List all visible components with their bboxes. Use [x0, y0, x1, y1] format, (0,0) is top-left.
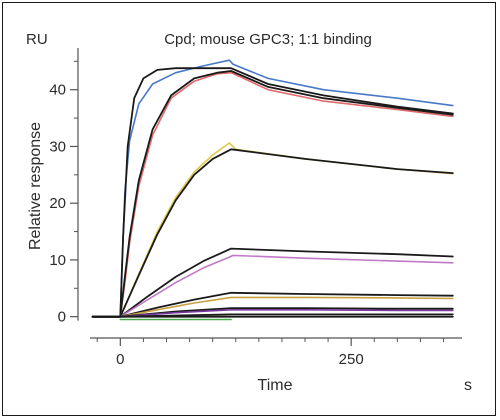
y-tick-label: 40 [49, 82, 66, 99]
fit-curve-6 [91, 247, 454, 318]
x-unit-label: s [464, 377, 472, 394]
y-tick-label: 20 [49, 195, 66, 212]
y-tick-label: 0 [58, 309, 66, 326]
fit-curve-5 [91, 148, 454, 318]
x-tick-label: 0 [116, 351, 124, 368]
y-tick-label: 30 [49, 138, 66, 155]
y-axis-label: Relative response [27, 122, 44, 250]
measured-curve-1 [91, 71, 454, 318]
measured-curve-0 [91, 59, 454, 318]
fit-curve-2 [91, 67, 454, 318]
series-layer [91, 59, 454, 321]
unit-label: RU [26, 31, 48, 48]
chart-title: Cpd; mouse GPC3; 1:1 binding [164, 31, 372, 48]
axes: 0 250 0 10 20 30 40 [49, 48, 462, 368]
x-tick-label: 250 [339, 351, 364, 368]
x-axis-label: Time [258, 377, 293, 394]
measured-curve-7 [91, 254, 454, 318]
y-tick-label: 10 [49, 252, 66, 269]
fit-curve-3 [91, 70, 454, 318]
